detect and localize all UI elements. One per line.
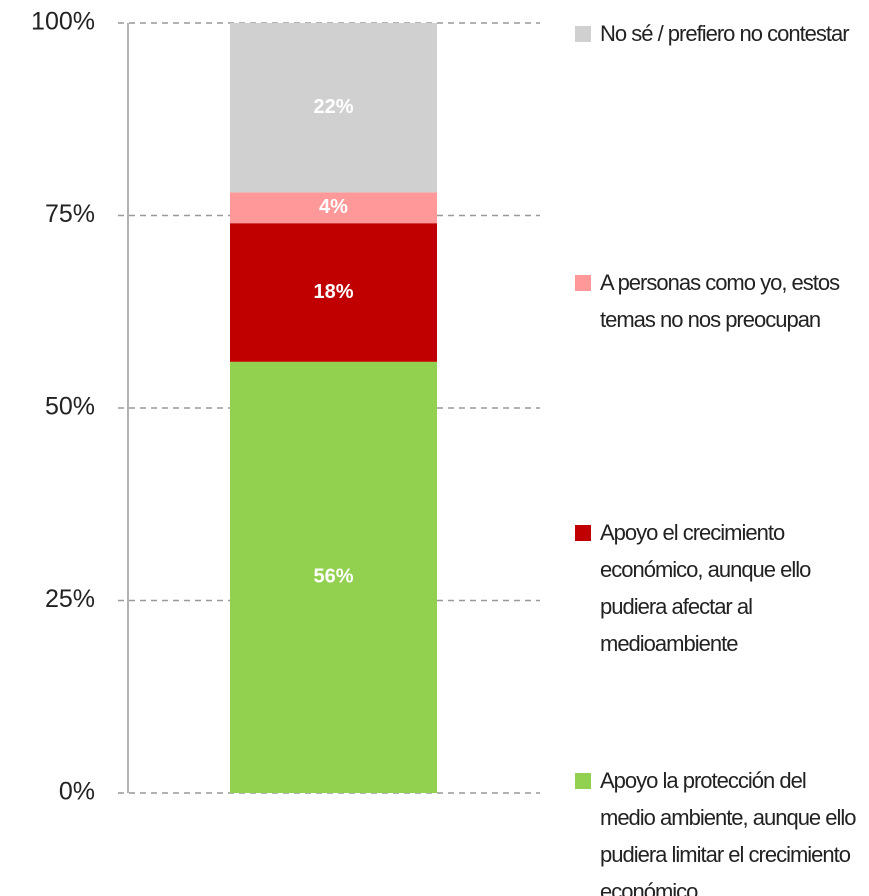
bar-segment: [230, 192, 437, 224]
y-tick-label: 100%: [31, 8, 95, 36]
y-tick-label: 75%: [45, 200, 95, 228]
y-tick-label: 0%: [59, 778, 95, 806]
legend-entry: No sé / prefiero no contestar: [575, 15, 865, 52]
value-label: 4%: [319, 196, 348, 218]
legend-swatch: [575, 773, 591, 789]
value-label: 56%: [313, 566, 353, 588]
legend-label: No sé / prefiero no contestar: [600, 21, 850, 46]
legend-swatch: [575, 525, 591, 541]
legend-swatch: [575, 275, 591, 291]
y-tick-label: 50%: [45, 393, 95, 421]
legend-entry: Apoyo la protección del medio ambiente, …: [575, 762, 865, 896]
legend-entry: A personas como yo, estos temas no nos p…: [575, 264, 865, 338]
value-label: 22%: [313, 96, 353, 118]
legend-label: Apoyo el crecimiento económico, aunque e…: [600, 520, 811, 656]
value-label: 18%: [313, 281, 353, 303]
bar-segment: [230, 223, 437, 362]
bar-segment: [230, 23, 437, 193]
legend-label: A personas como yo, estos temas no nos p…: [600, 270, 840, 332]
legend-entry: Apoyo el crecimiento económico, aunque e…: [575, 514, 865, 662]
legend-swatch: [575, 26, 591, 42]
y-tick-label: 25%: [45, 585, 95, 613]
legend-label: Apoyo la protección del medio ambiente, …: [600, 768, 857, 896]
bar-segment: [230, 361, 437, 793]
